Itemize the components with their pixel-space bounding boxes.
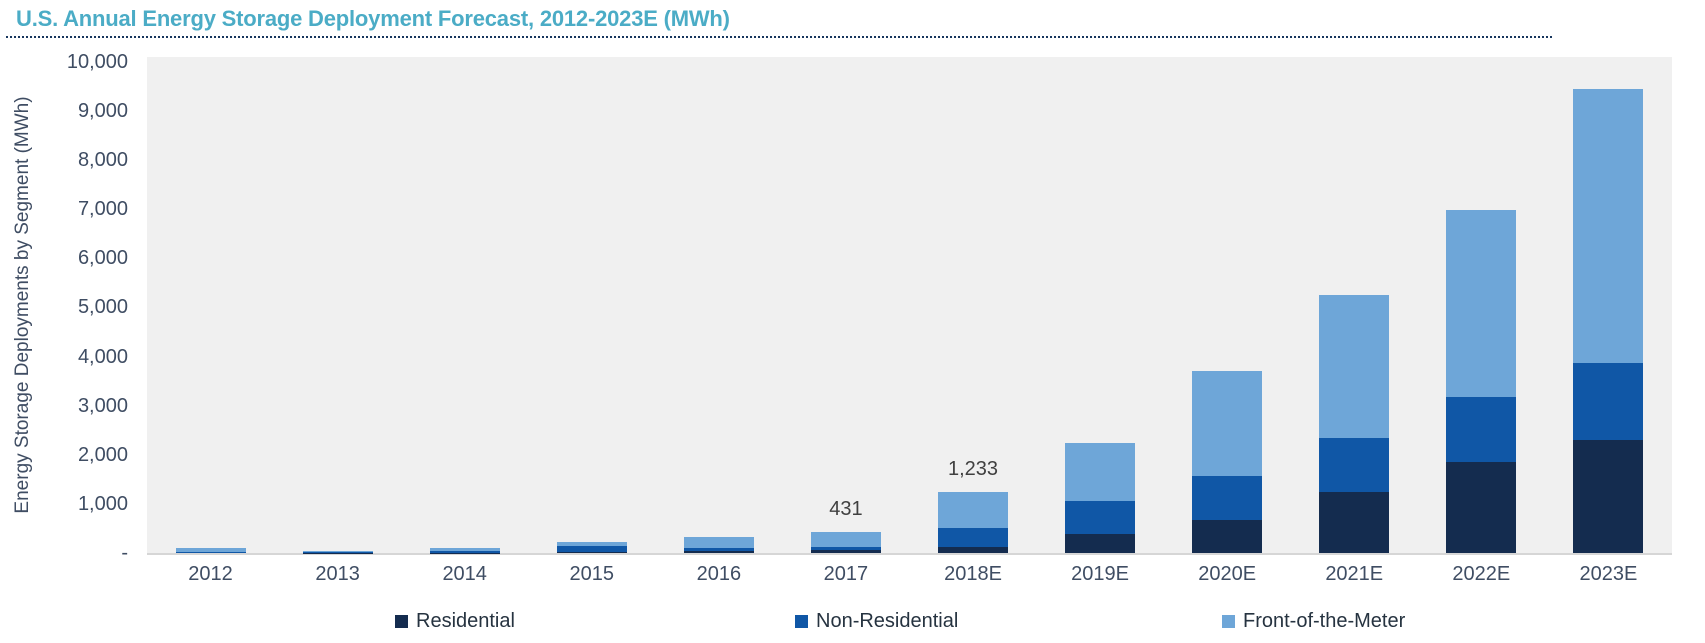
x-label-2021E: 2021E (1325, 563, 1384, 585)
y-tick-6000: 6,000 (77, 247, 128, 270)
y-tick-9000: 9,000 (77, 100, 128, 123)
bar-2022E (1446, 210, 1517, 553)
bar-segment-residential-2023E (1573, 439, 1644, 553)
bar-segment-non-residential-2021E (1319, 437, 1390, 492)
legend-swatch-front-of-the-meter (1222, 615, 1235, 628)
bar-segment-front-of-the-meter-2023E (1573, 88, 1644, 364)
y-tick-5000: 5,000 (77, 296, 128, 319)
bar-segment-residential-2019E (1065, 533, 1136, 553)
bar-segment-non-residential-2012 (175, 552, 246, 553)
y-tick-3000: 3,000 (77, 394, 128, 417)
legend-label-front-of-the-meter: Front-of-the-Meter (1243, 610, 1406, 632)
x-label-2022E: 2022E (1452, 563, 1511, 585)
bar-2019E (1065, 442, 1136, 553)
bar-segment-residential-2017 (810, 550, 881, 553)
legend-label-non-residential: Non-Residential (816, 610, 959, 632)
bar-segment-residential-2018E (938, 546, 1009, 553)
x-label-2019E: 2019E (1071, 563, 1129, 585)
legend-swatch-residential (395, 615, 408, 628)
bar-segment-front-of-the-meter-2022E (1446, 210, 1517, 397)
x-label-2020E: 2020E (1198, 563, 1257, 585)
bar-2018E (938, 492, 1009, 553)
y-tick-2000: 2,000 (77, 443, 128, 466)
y-tick-8000: 8,000 (77, 149, 128, 172)
bar-segment-front-of-the-meter-2021E (1319, 295, 1390, 438)
bar-2020E (1192, 370, 1263, 553)
bar-segment-front-of-the-meter-2017 (810, 531, 881, 548)
data-label-2017: 431 (829, 497, 863, 520)
bar-segment-front-of-the-meter-2012 (175, 547, 246, 553)
bar-segment-front-of-the-meter-2014 (429, 547, 500, 552)
bar-segment-residential-2016 (683, 551, 754, 553)
bar-segment-front-of-the-meter-2019E (1065, 442, 1136, 501)
bar-2012 (175, 547, 246, 553)
title-divider (6, 36, 1552, 38)
x-label-2018E: 2018E (944, 563, 1002, 585)
bar-2017 (810, 531, 881, 553)
bar-2014 (429, 547, 500, 553)
bar-segment-residential-2022E (1446, 462, 1517, 553)
y-tick-10000: 10,000 (66, 50, 128, 73)
bar-segment-non-residential-2015 (556, 546, 627, 552)
x-label-2012: 2012 (188, 563, 233, 585)
x-label-2017: 2017 (823, 563, 869, 585)
legend-swatch-non-residential (795, 615, 808, 628)
bar-segment-non-residential-2017 (810, 547, 881, 551)
y-tick-1000: 1,000 (77, 492, 128, 515)
x-label-2016: 2016 (696, 563, 742, 585)
x-label-2013: 2013 (315, 563, 360, 585)
bar-segment-front-of-the-meter-2016 (683, 536, 754, 549)
bar-2015 (556, 542, 627, 553)
bar-segment-front-of-the-meter-2013 (302, 550, 373, 553)
chart-title: U.S. Annual Energy Storage Deployment Fo… (16, 6, 730, 31)
bar-segment-front-of-the-meter-2018E (938, 492, 1009, 528)
legend: Residential Non-Residential Front-of-the-M… (0, 610, 1705, 640)
bar-segment-non-residential-2023E (1573, 363, 1644, 440)
y-tick-0: - (121, 542, 128, 564)
legend-label-residential: Residential (416, 610, 515, 632)
y-tick-7000: 7,000 (77, 198, 128, 221)
legend-item-residential: Residential (395, 610, 515, 633)
legend-item-non-residential: Non-Residential (795, 610, 958, 633)
bar-2021E (1319, 295, 1390, 553)
bar-segment-residential-2020E (1192, 520, 1263, 553)
bar-segment-residential-2021E (1319, 491, 1390, 553)
x-axis-labels: 2012 2013 2014 2015 2016 2017 2018E 2019E 2020E 2… (147, 563, 1672, 586)
bar-2016 (683, 536, 754, 553)
bar-segment-front-of-the-meter-2015 (556, 542, 627, 547)
x-label-2014: 2014 (442, 563, 487, 585)
plot-area (147, 57, 1672, 555)
bar-segment-non-residential-2016 (683, 548, 754, 552)
bar-segment-non-residential-2014 (429, 551, 500, 553)
bar-segment-non-residential-2020E (1192, 475, 1263, 521)
x-label-2023E: 2023E (1579, 563, 1638, 585)
bar-segment-residential-2015 (556, 551, 627, 553)
y-tick-4000: 4,000 (77, 345, 128, 368)
bar-segment-front-of-the-meter-2020E (1192, 370, 1263, 476)
bar-segment-non-residential-2019E (1065, 500, 1136, 534)
bar-segment-non-residential-2018E (938, 527, 1009, 547)
bar-2023E (1573, 88, 1644, 553)
data-label-2018E: 1,233 (948, 458, 999, 481)
bar-2013 (302, 550, 373, 553)
bar-segment-non-residential-2022E (1446, 396, 1517, 463)
x-label-2015: 2015 (569, 563, 615, 585)
legend-item-front-of-the-meter: Front-of-the-Meter (1222, 610, 1405, 633)
